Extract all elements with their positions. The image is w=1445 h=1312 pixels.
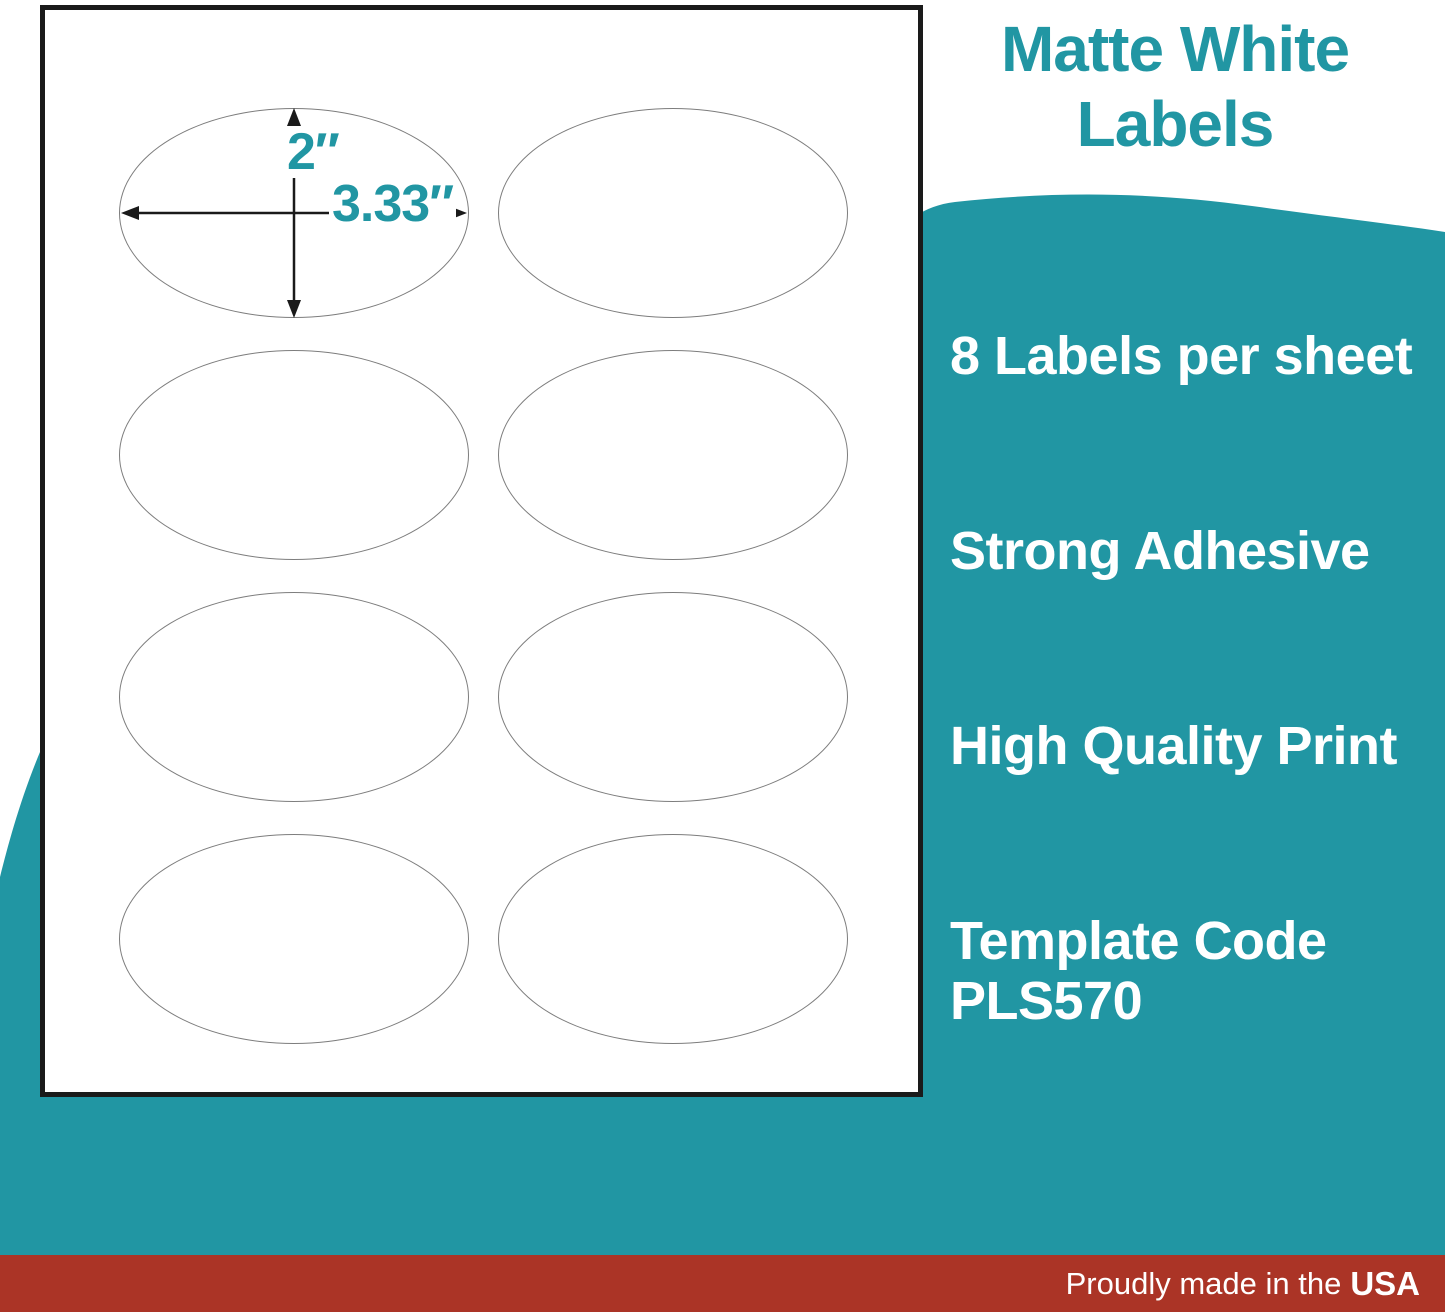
- made-in-usa-bar: Proudly made in the USA: [0, 1255, 1445, 1312]
- label-oval: [498, 834, 848, 1044]
- label-oval: [498, 592, 848, 802]
- width-dimension-label: 3.33″: [329, 178, 457, 230]
- label-sheet: 2″ 3.33″: [40, 5, 923, 1097]
- label-oval: [498, 108, 848, 318]
- product-title: Matte White Labels: [925, 12, 1425, 162]
- label-oval: [119, 350, 469, 560]
- feature-strong-adhesive: Strong Adhesive: [950, 521, 1370, 581]
- product-title-line1: Matte White: [1000, 13, 1350, 85]
- label-oval: [119, 592, 469, 802]
- feature-high-quality-print: High Quality Print: [950, 716, 1398, 776]
- made-in-text: Proudly made in the: [1065, 1265, 1342, 1301]
- feature-labels-per-sheet: 8 Labels per sheet: [950, 326, 1413, 386]
- feature-template-code: Template Code PLS570: [950, 911, 1327, 1031]
- usa-text: USA: [1350, 1264, 1420, 1302]
- label-grid: [45, 10, 918, 1092]
- label-oval: [498, 350, 848, 560]
- height-dimension-label: 2″: [284, 126, 342, 178]
- label-oval: [119, 834, 469, 1044]
- product-title-line2: Labels: [1076, 87, 1275, 160]
